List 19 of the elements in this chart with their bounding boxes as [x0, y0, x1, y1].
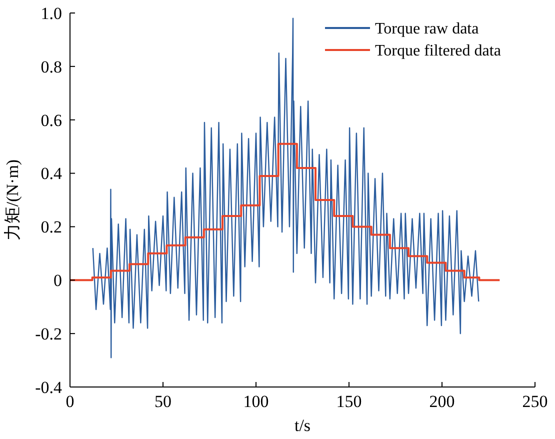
legend-label: Torque raw data: [375, 20, 479, 38]
y-tick-label: -0.2: [35, 324, 62, 344]
line-series: [69, 142, 501, 282]
y-tick-label: 0.4: [40, 164, 62, 184]
y-tick-label: 1.0: [40, 4, 62, 23]
y-tick-label: 0.2: [40, 218, 62, 237]
x-tick-label: 50: [154, 392, 172, 411]
x-tick-label: 150: [336, 392, 362, 411]
y-tick-label: 0: [54, 271, 62, 290]
y-tick-label: 0.8: [40, 57, 62, 76]
y-tick-label: -0.4: [35, 378, 62, 397]
x-tick-label: 100: [243, 392, 269, 411]
x-tick-label: 200: [429, 392, 455, 411]
legend-label: Torque filtered data: [375, 42, 501, 60]
x-tick-label: 250: [522, 392, 548, 411]
x-tick-label: 0: [66, 392, 74, 411]
x-axis-title: t/s: [294, 416, 311, 435]
y-axis-title: 力矩/(N·m): [3, 159, 22, 241]
y-tick-label: 0.6: [40, 110, 62, 130]
